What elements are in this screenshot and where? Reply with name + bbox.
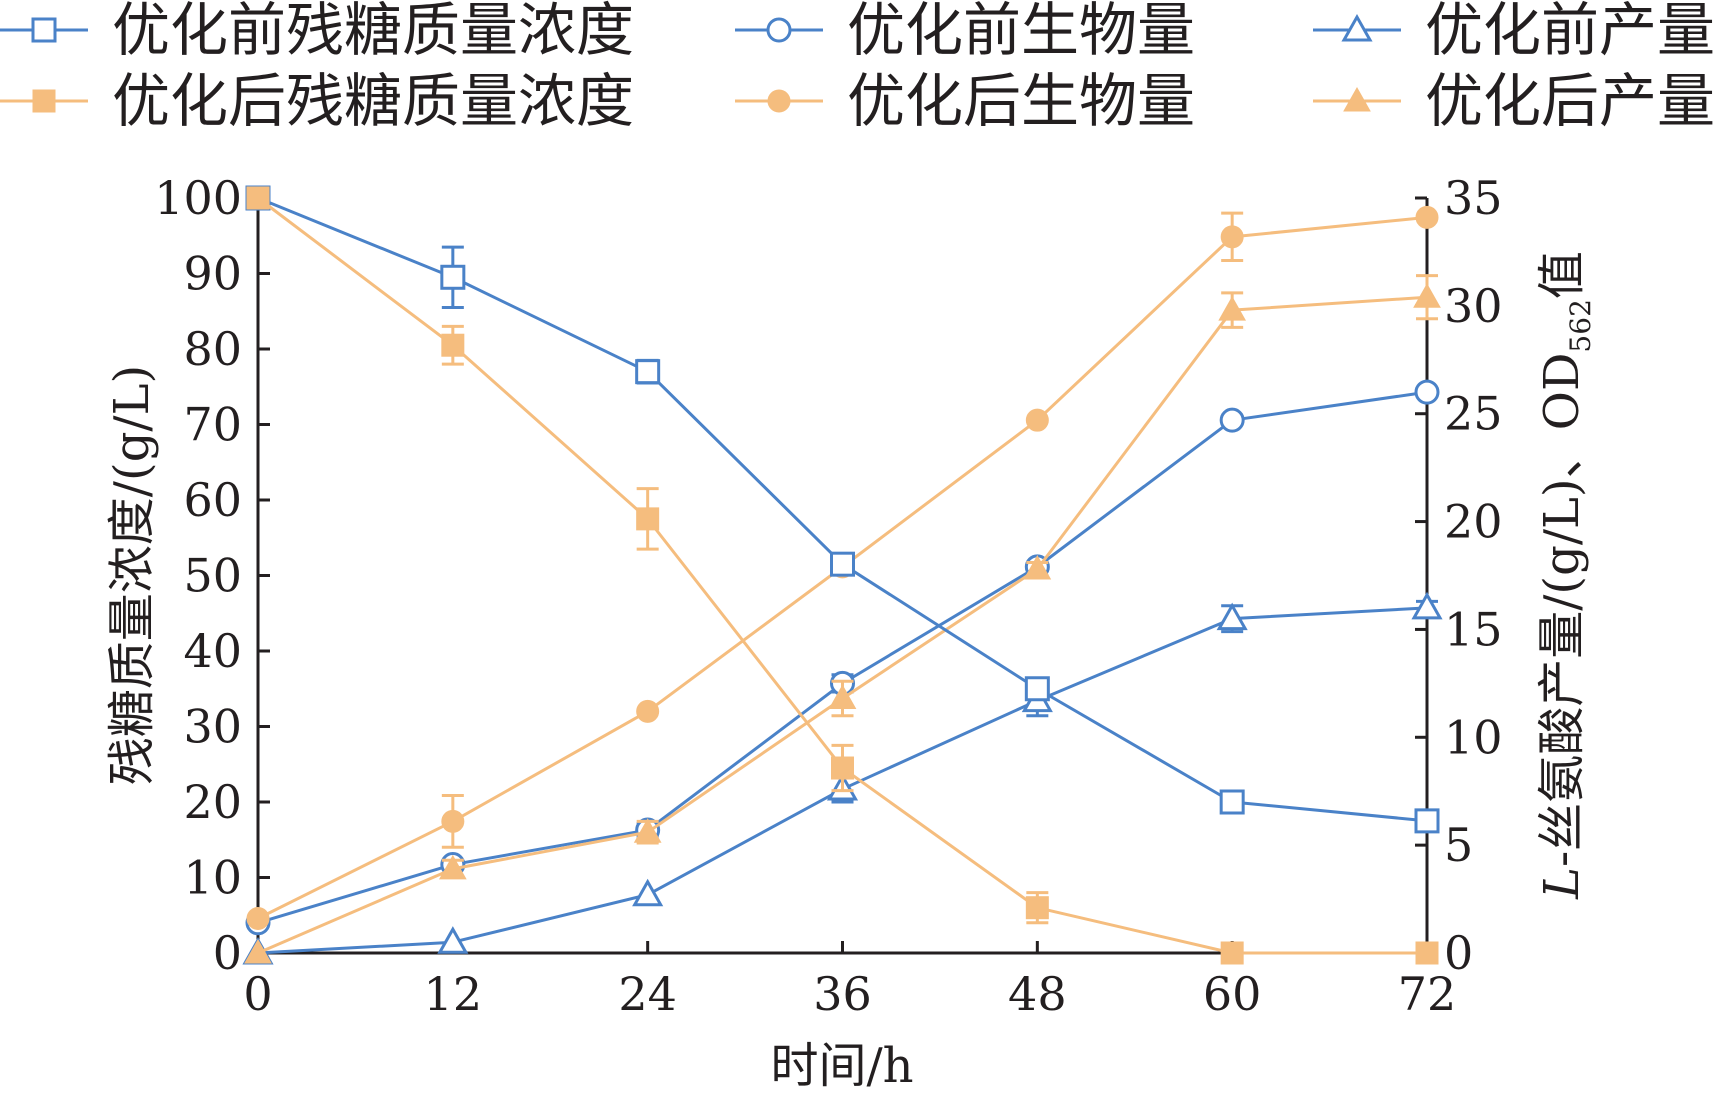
data-point	[831, 756, 854, 780]
data-point	[1415, 205, 1439, 229]
right-y-tick-label: 25	[1444, 387, 1503, 441]
legend-marker	[31, 17, 57, 43]
left-y-tick-label: 50	[183, 549, 242, 603]
data-point	[1219, 407, 1245, 433]
legend-label: 优化前生物量	[847, 0, 1195, 64]
series-1	[245, 379, 1440, 936]
data-point	[438, 854, 467, 880]
legend-marker	[766, 17, 792, 43]
series-line	[257, 390, 1428, 925]
series-5	[244, 274, 1441, 964]
x-tick-label: 0	[243, 967, 272, 1021]
right-y-tick-label: 20	[1444, 495, 1503, 549]
data-point	[1025, 408, 1049, 432]
data-point	[1025, 896, 1049, 920]
data-point	[441, 809, 465, 833]
left-y-tick-label: 80	[183, 322, 242, 376]
data-point	[1218, 296, 1247, 321]
x-axis-title: 时间/h	[770, 1038, 913, 1090]
data-point	[1411, 591, 1443, 620]
right-y-tick-label: 10	[1444, 710, 1503, 764]
data-point	[635, 359, 661, 385]
right-y-tick-label: 5	[1444, 818, 1473, 872]
data-point	[1220, 225, 1244, 249]
legend-item: 优化后残糖质量浓度	[0, 67, 634, 135]
legend-marker	[1341, 13, 1373, 42]
data-point	[441, 333, 465, 357]
legend-item: 优化前生物量	[735, 0, 1195, 64]
data-point	[1414, 379, 1440, 405]
data-point	[437, 926, 469, 954]
data-point	[1415, 941, 1439, 965]
series-0	[245, 185, 1440, 834]
left-y-tick-label: 90	[183, 247, 242, 301]
data-point	[633, 818, 662, 843]
legend-label: 优化后产量	[1425, 67, 1715, 135]
left-y-tick-label: 30	[183, 700, 242, 754]
legend-label: 优化后生物量	[847, 67, 1195, 135]
right-y-axis-title-subscript: 562	[1564, 299, 1597, 352]
data-point	[1023, 555, 1052, 580]
left-y-tick-label: 0	[213, 926, 242, 980]
left-y-tick-label: 10	[183, 851, 242, 905]
data-point	[636, 699, 660, 723]
right-y-tick-label: 15	[1444, 602, 1503, 656]
x-tick-label: 12	[424, 967, 483, 1021]
axis-titles: 时间/h 残糖质量浓度/(g/L) L-丝氨酸产量/(g/L)、OD562值	[104, 251, 1597, 1094]
right-y-axis-title-main: -丝氨酸产量/(g/L)、OD	[1534, 353, 1590, 867]
left-y-axis-title: 残糖质量浓度/(g/L)	[104, 365, 160, 785]
x-tick-label: 36	[813, 967, 872, 1021]
right-y-tick-label: 0	[1444, 926, 1473, 980]
data-point	[244, 938, 272, 964]
legend-label: 优化前残糖质量浓度	[112, 0, 634, 64]
left-y-tick-label: 40	[183, 624, 242, 678]
legend-marker	[767, 89, 791, 113]
data-point	[440, 264, 466, 290]
series-3	[246, 186, 1439, 965]
series	[242, 185, 1443, 965]
x-tick-label: 24	[618, 967, 677, 1021]
x-tick-label: 60	[1203, 967, 1262, 1021]
legend-marker	[32, 89, 56, 113]
data-point	[1414, 808, 1440, 834]
ticks: 0 12 24 36 48 60 72010203040506070809010005101…	[154, 171, 1502, 1021]
legend-item: 优化后产量	[1313, 67, 1715, 135]
data-point	[632, 878, 664, 907]
left-y-tick-label: 100	[154, 171, 242, 225]
data-point	[1220, 941, 1244, 965]
data-point	[828, 684, 857, 709]
data-point	[1413, 283, 1441, 308]
left-y-tick-label: 20	[183, 775, 242, 829]
data-point	[636, 507, 660, 531]
left-y-tick-label: 70	[183, 398, 242, 452]
data-point	[246, 906, 270, 930]
legend-item: 优化前产量	[1313, 0, 1715, 64]
x-tick-label: 72	[1398, 967, 1457, 1021]
data-point	[246, 186, 270, 210]
series-line	[257, 196, 1428, 823]
data-point	[1024, 676, 1050, 702]
right-y-axis-title: L-丝氨酸产量/(g/L)、OD562值	[1534, 251, 1597, 900]
data-point	[1219, 789, 1245, 815]
right-y-axis-title-italic: L	[1534, 867, 1590, 900]
right-y-tick-label: 30	[1444, 279, 1503, 333]
legend-label: 优化后残糖质量浓度	[112, 67, 634, 135]
legend-marker	[1343, 86, 1371, 112]
right-y-tick-label: 35	[1444, 171, 1503, 225]
data-point	[1216, 602, 1248, 631]
legend-item: 优化前残糖质量浓度	[0, 0, 634, 64]
right-y-axis-title-suffix: 值	[1534, 251, 1590, 299]
legend-item: 优化后生物量	[735, 67, 1195, 135]
legend-label: 优化前产量	[1425, 0, 1715, 64]
data-point	[830, 551, 855, 577]
x-tick-label: 48	[1008, 967, 1067, 1021]
series-line	[257, 295, 1428, 955]
left-y-tick-label: 60	[183, 473, 242, 527]
